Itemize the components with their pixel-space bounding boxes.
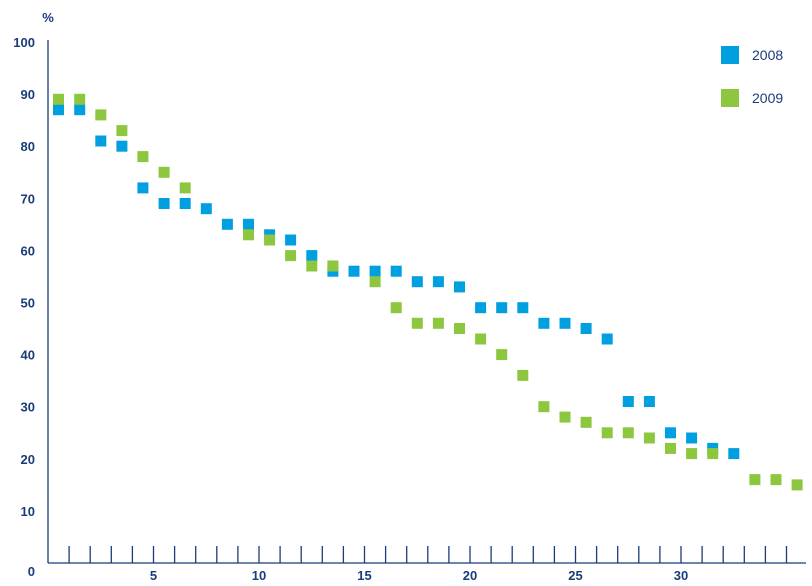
point-2009 — [791, 479, 803, 491]
point-2008 — [475, 302, 487, 314]
point-2009 — [264, 234, 276, 246]
point-2008 — [390, 265, 402, 277]
point-2009 — [327, 260, 339, 272]
y-tick-label: 20 — [21, 452, 35, 467]
point-2009 — [369, 276, 381, 288]
y-tick-label: 60 — [21, 243, 35, 258]
point-2009 — [580, 416, 592, 428]
point-2008 — [158, 198, 170, 209]
point-2008 — [221, 218, 233, 230]
point-2009 — [53, 93, 64, 105]
legend-swatch-2009 — [721, 89, 739, 107]
data-points — [53, 93, 803, 491]
point-2009 — [622, 427, 634, 439]
y-tick-label: 50 — [21, 296, 35, 311]
x-tick-label: 25 — [568, 568, 582, 583]
point-2008 — [601, 333, 613, 345]
point-2009 — [559, 411, 571, 423]
point-2009 — [707, 448, 719, 460]
point-2009 — [411, 317, 423, 329]
point-2008 — [538, 317, 550, 329]
point-2008 — [454, 281, 465, 293]
point-2008 — [580, 323, 592, 334]
point-2008 — [137, 182, 149, 194]
x-tick-label: 5 — [150, 568, 157, 583]
point-2008 — [243, 218, 254, 230]
point-2008 — [116, 140, 128, 152]
point-2008 — [285, 234, 297, 246]
point-2009 — [390, 302, 402, 314]
point-2009 — [496, 349, 508, 361]
point-2009 — [243, 229, 254, 241]
point-2008 — [53, 104, 64, 116]
point-2008 — [95, 135, 107, 147]
legend-swatch-2008 — [721, 46, 739, 64]
point-2009 — [285, 250, 297, 262]
point-2009 — [517, 369, 529, 381]
x-tick-label: 10 — [252, 568, 266, 583]
point-2008 — [728, 448, 740, 460]
point-2008 — [559, 317, 571, 329]
y-tick-label: 30 — [21, 400, 35, 415]
point-2008 — [686, 432, 698, 444]
point-2009 — [686, 448, 698, 460]
point-2008 — [411, 276, 423, 288]
x-tick-label: 30 — [674, 568, 688, 583]
point-2009 — [74, 93, 86, 105]
point-2009 — [432, 317, 444, 329]
point-2008 — [348, 265, 360, 277]
point-2008 — [496, 302, 508, 314]
point-2009 — [749, 474, 761, 486]
point-2009 — [770, 474, 782, 486]
point-2008 — [306, 250, 318, 262]
point-2008 — [517, 302, 529, 314]
legend-label: 2008 — [752, 47, 783, 63]
point-2009 — [454, 323, 465, 334]
x-tick-label: 15 — [357, 568, 371, 583]
x-tick-label: 20 — [463, 568, 477, 583]
y-tick-label: 90 — [21, 87, 35, 102]
legend-label: 2009 — [752, 90, 783, 106]
y-tick-label: 10 — [21, 504, 35, 519]
point-2009 — [116, 125, 128, 137]
point-2008 — [179, 198, 191, 209]
point-2009 — [643, 432, 655, 444]
point-2008 — [622, 396, 634, 407]
point-2008 — [74, 104, 86, 116]
point-2009 — [475, 333, 487, 345]
legend: 2008 2009 — [721, 46, 783, 107]
y-tick-label: 100 — [13, 35, 35, 50]
point-2009 — [665, 442, 676, 454]
y-axis-label: % — [42, 10, 54, 25]
y-tick-label: 80 — [21, 139, 35, 154]
point-2009 — [179, 182, 191, 194]
point-2009 — [158, 166, 170, 178]
point-2008 — [665, 427, 676, 439]
point-2009 — [538, 401, 550, 413]
point-2009 — [601, 427, 613, 439]
point-2008 — [432, 276, 444, 288]
point-2008 — [369, 265, 381, 277]
y-tick-label: 70 — [21, 191, 35, 206]
point-2008 — [643, 396, 655, 407]
point-2009 — [95, 109, 107, 121]
axes: 5 10 15 20 25 30 0 10 20 30 40 50 60 70 80 90 100% — [13, 10, 806, 583]
point-2008 — [200, 203, 212, 215]
point-2009 — [306, 260, 318, 272]
y-tick-label: 0 — [28, 564, 35, 579]
y-tick-label: 40 — [21, 348, 35, 363]
point-2009 — [137, 151, 149, 163]
